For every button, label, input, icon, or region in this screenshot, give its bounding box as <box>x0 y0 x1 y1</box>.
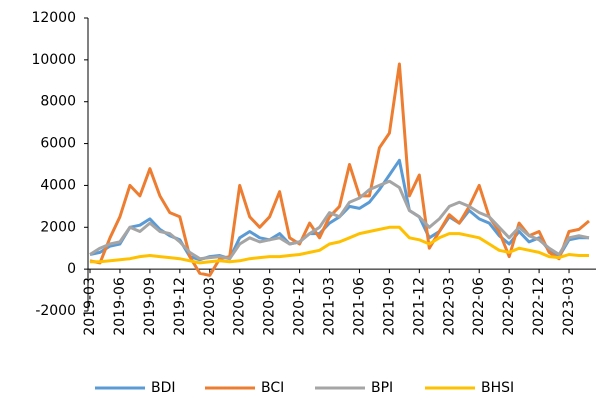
legend-label: BCI <box>261 380 284 396</box>
x-tick-label: 2021-06 <box>351 277 367 336</box>
x-tick-label: 2019-06 <box>112 277 128 336</box>
x-tick-label: 2020-12 <box>292 277 308 336</box>
series-line <box>89 62 590 277</box>
x-tick-label: 2019-12 <box>172 277 188 336</box>
y-tick-label: -2000 <box>35 303 76 319</box>
x-tick-label: 2019-09 <box>142 277 158 336</box>
x-tick-label: 2022-09 <box>501 277 517 336</box>
y-tick-label: 10000 <box>31 52 76 68</box>
series-line <box>89 179 590 261</box>
x-tick-label: 2021-03 <box>322 277 338 336</box>
x-tick-label: 2021-12 <box>411 277 427 336</box>
x-tick-label: 2023-03 <box>561 277 577 336</box>
x-tick-label: 2022-03 <box>441 277 457 336</box>
y-tick-label: 6000 <box>40 136 76 152</box>
x-tick-label: 2020-09 <box>262 277 278 336</box>
y-tick-label: 4000 <box>40 177 76 193</box>
x-tick-label: 2019-03 <box>82 277 98 336</box>
legend-label: BHSI <box>481 380 514 396</box>
x-tick-label: 2021-09 <box>381 277 397 336</box>
x-tick-label: 2022-12 <box>531 277 547 336</box>
y-tick-label: 0 <box>67 261 76 277</box>
y-tick-label: 12000 <box>31 10 76 26</box>
x-tick-label: 2022-06 <box>471 277 487 336</box>
legend-label: BDI <box>151 380 176 396</box>
y-tick-label: 2000 <box>40 219 76 235</box>
x-tick-label: 2020-03 <box>202 277 218 336</box>
legend-label: BPI <box>371 380 393 396</box>
series-line <box>90 225 589 265</box>
x-tick-label: 2020-06 <box>232 277 248 336</box>
y-tick-label: 8000 <box>40 94 76 110</box>
